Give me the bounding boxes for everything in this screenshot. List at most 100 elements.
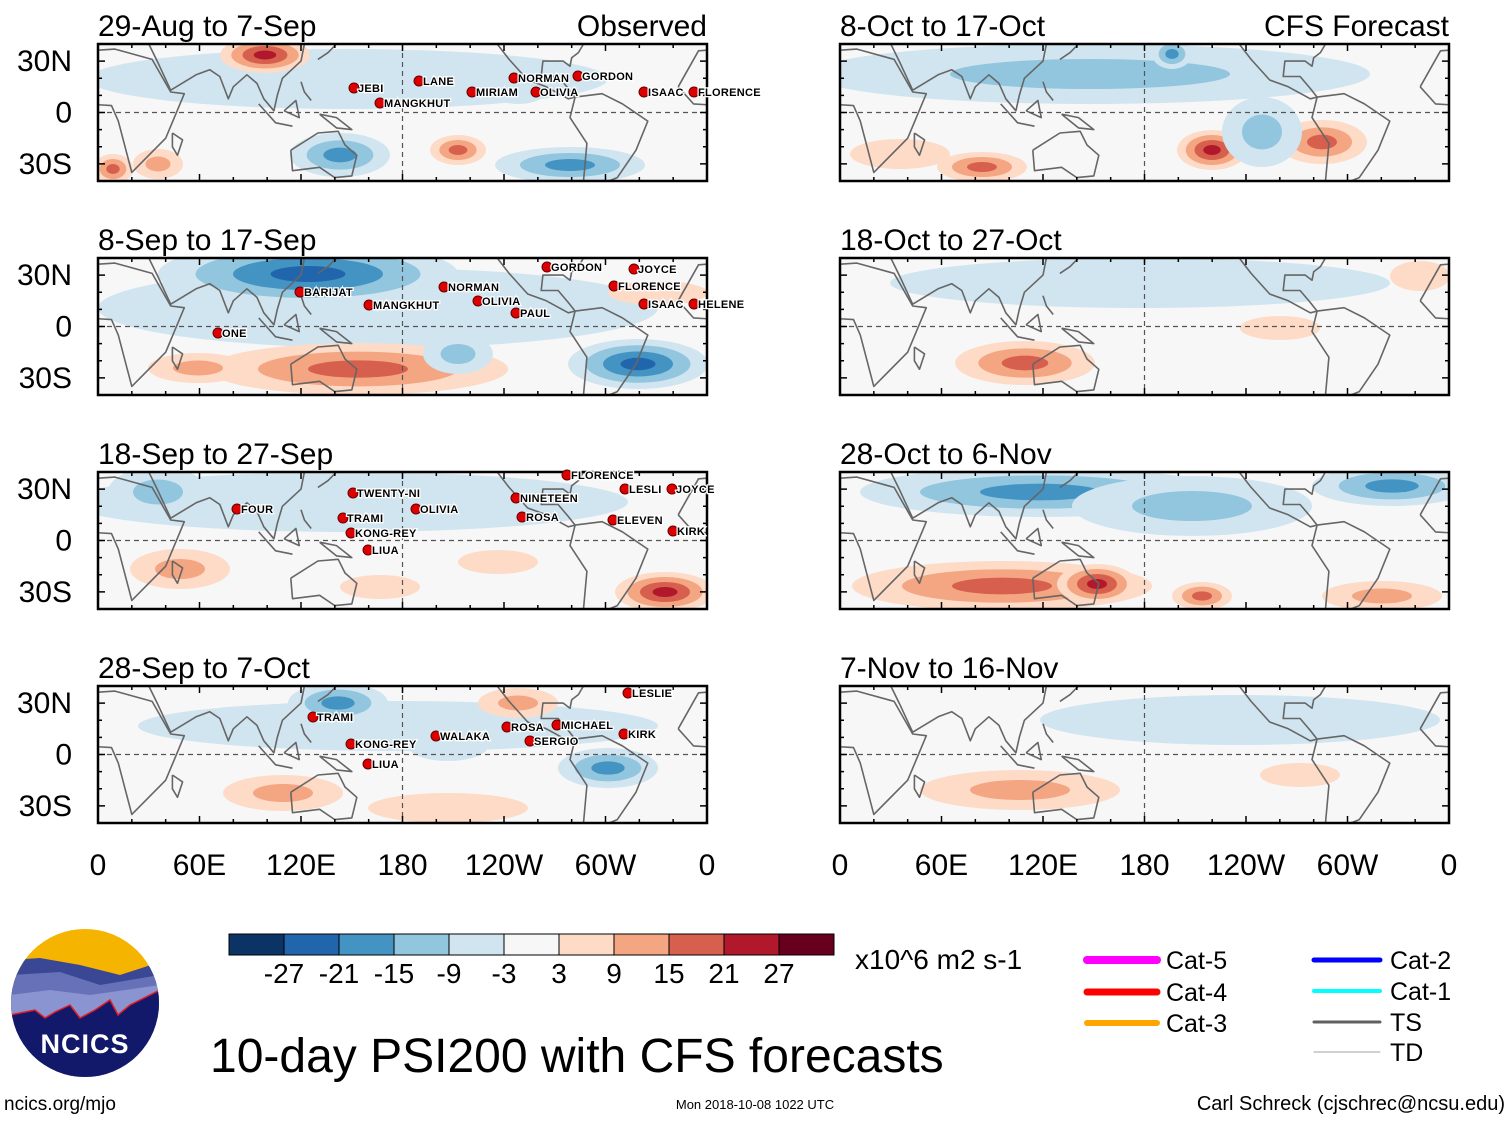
anomaly-contour [1203,145,1221,155]
hurricane-icon [410,503,422,515]
anomaly-contour [1001,355,1049,371]
hurricane-icon [347,487,359,499]
lon-label: 120E [1008,849,1078,882]
storm-marker: MANGKHUT [363,299,441,313]
legend-item-td: TD [1313,1039,1423,1067]
colorbar-swatch [338,933,395,956]
lon-label: 60W [575,849,637,882]
hurricane-icon [363,299,375,311]
hurricane-icon [688,298,700,310]
colorbar-label: 15 [653,958,684,989]
anomaly-contour [970,780,1070,800]
hurricane-icon [667,525,679,537]
panel-title: 28-Sep to 7-Oct [98,652,310,685]
anomaly-contour [106,164,120,174]
storm-label: KIRK [677,526,705,538]
storm-marker: OLIVIA [472,295,521,309]
hurricane-icon [466,86,478,98]
storm-marker: SERGIO [524,735,580,749]
storm-marker: WALAKA [430,730,491,744]
forecast-header: CFS Forecast [1264,10,1450,43]
lat-label: 30S [19,576,72,609]
storm-marker: LIUA [362,544,400,558]
panel-title: 8-Oct to 17-Oct [840,10,1046,43]
lat-label: 30S [19,148,72,181]
anomaly-contour [145,156,171,172]
anomaly-contour [850,139,950,169]
storm-label: KONG-REY [355,739,417,751]
legend-label: TS [1390,1009,1422,1037]
storm-marker: FLORENCE [608,280,682,294]
storm-label: OLIVIA [420,504,458,516]
lon-label: 60E [173,849,226,882]
lat-label: 30S [19,362,72,395]
storm-marker: TRAMI [307,711,354,725]
lon-label: 180 [377,849,427,882]
lon-label: 0 [1441,849,1458,882]
anomaly-field [852,472,1449,609]
storm-marker: ELEVEN [607,514,664,528]
hurricane-icon [524,735,536,747]
hurricane-icon [530,86,542,98]
colorbar-units: x10^6 m2 s-1 [855,944,1022,975]
footer-url[interactable]: ncics.org/mjo [4,1094,116,1115]
legend-label: TD [1390,1039,1423,1067]
lon-label: 0 [90,849,107,882]
anomaly-contour [1240,316,1320,340]
colorbar-swatch [668,933,725,956]
colorbar-swatch [393,933,450,956]
colorbar-label: 21 [708,958,739,989]
legend-label: Cat-1 [1390,978,1451,1006]
hurricane-icon [362,544,374,556]
anomaly-contour [1165,49,1179,59]
storm-marker: KIRK [667,525,706,539]
anomaly-field [840,44,1370,181]
storm-label: MANGKHUT [384,98,451,110]
anomaly-contour [440,344,476,364]
storm-marker: BARIJAT [294,286,354,300]
panel-title: 29-Aug to 7-Sep [98,10,316,43]
storm-label: LESLIE [632,688,672,700]
hurricane-icon [607,514,619,526]
legend-item-cat-4: Cat-4 [1083,979,1227,1007]
hurricane-icon [413,75,425,87]
figure-title: 10-day PSI200 with CFS forecasts [210,1030,944,1083]
anomaly-field [98,258,707,395]
storm-label: LESLI [629,484,662,496]
storm-marker: KIRK [618,728,657,742]
hurricane-icon [294,286,306,298]
hurricane-icon [688,86,700,98]
coastlines [840,472,1449,609]
panel-title: 7-Nov to 16-Nov [840,652,1058,685]
storm-marker: ROSA [501,721,545,735]
storm-label: LIUA [372,759,399,771]
coastlines [840,44,1449,181]
legend-label: Cat-4 [1166,979,1227,1007]
lat-label: 0 [55,311,72,344]
lat-label: 0 [55,97,72,130]
colorbar-swatch [558,933,615,956]
forecast-panel-3: 28-Oct to 6-Nov [838,438,1451,611]
anomaly-contour [98,472,628,532]
lat-label: 30N [17,473,72,506]
lat-label: 30N [17,45,72,78]
storm-label: TRAMI [317,712,353,724]
anomaly-contour [253,784,313,802]
anomaly-contour [253,50,277,60]
colorbar-swatch [503,933,560,956]
storm-label: LIUA [372,545,399,557]
storm-marker: FLORENCE [561,469,635,483]
colorbar-label: -21 [319,958,359,989]
anomaly-contour [952,577,1052,595]
colorbar-swatch [283,933,340,956]
ncics-logo: NCICS [11,929,159,1077]
storm-label: ELEVEN [617,515,663,527]
storm-marker: KONG-REY [345,738,418,752]
hurricane-icon [628,263,640,275]
coastlines [840,258,1449,395]
storm-marker: KONG-REY [345,527,418,541]
anomaly-contour [1260,763,1340,787]
